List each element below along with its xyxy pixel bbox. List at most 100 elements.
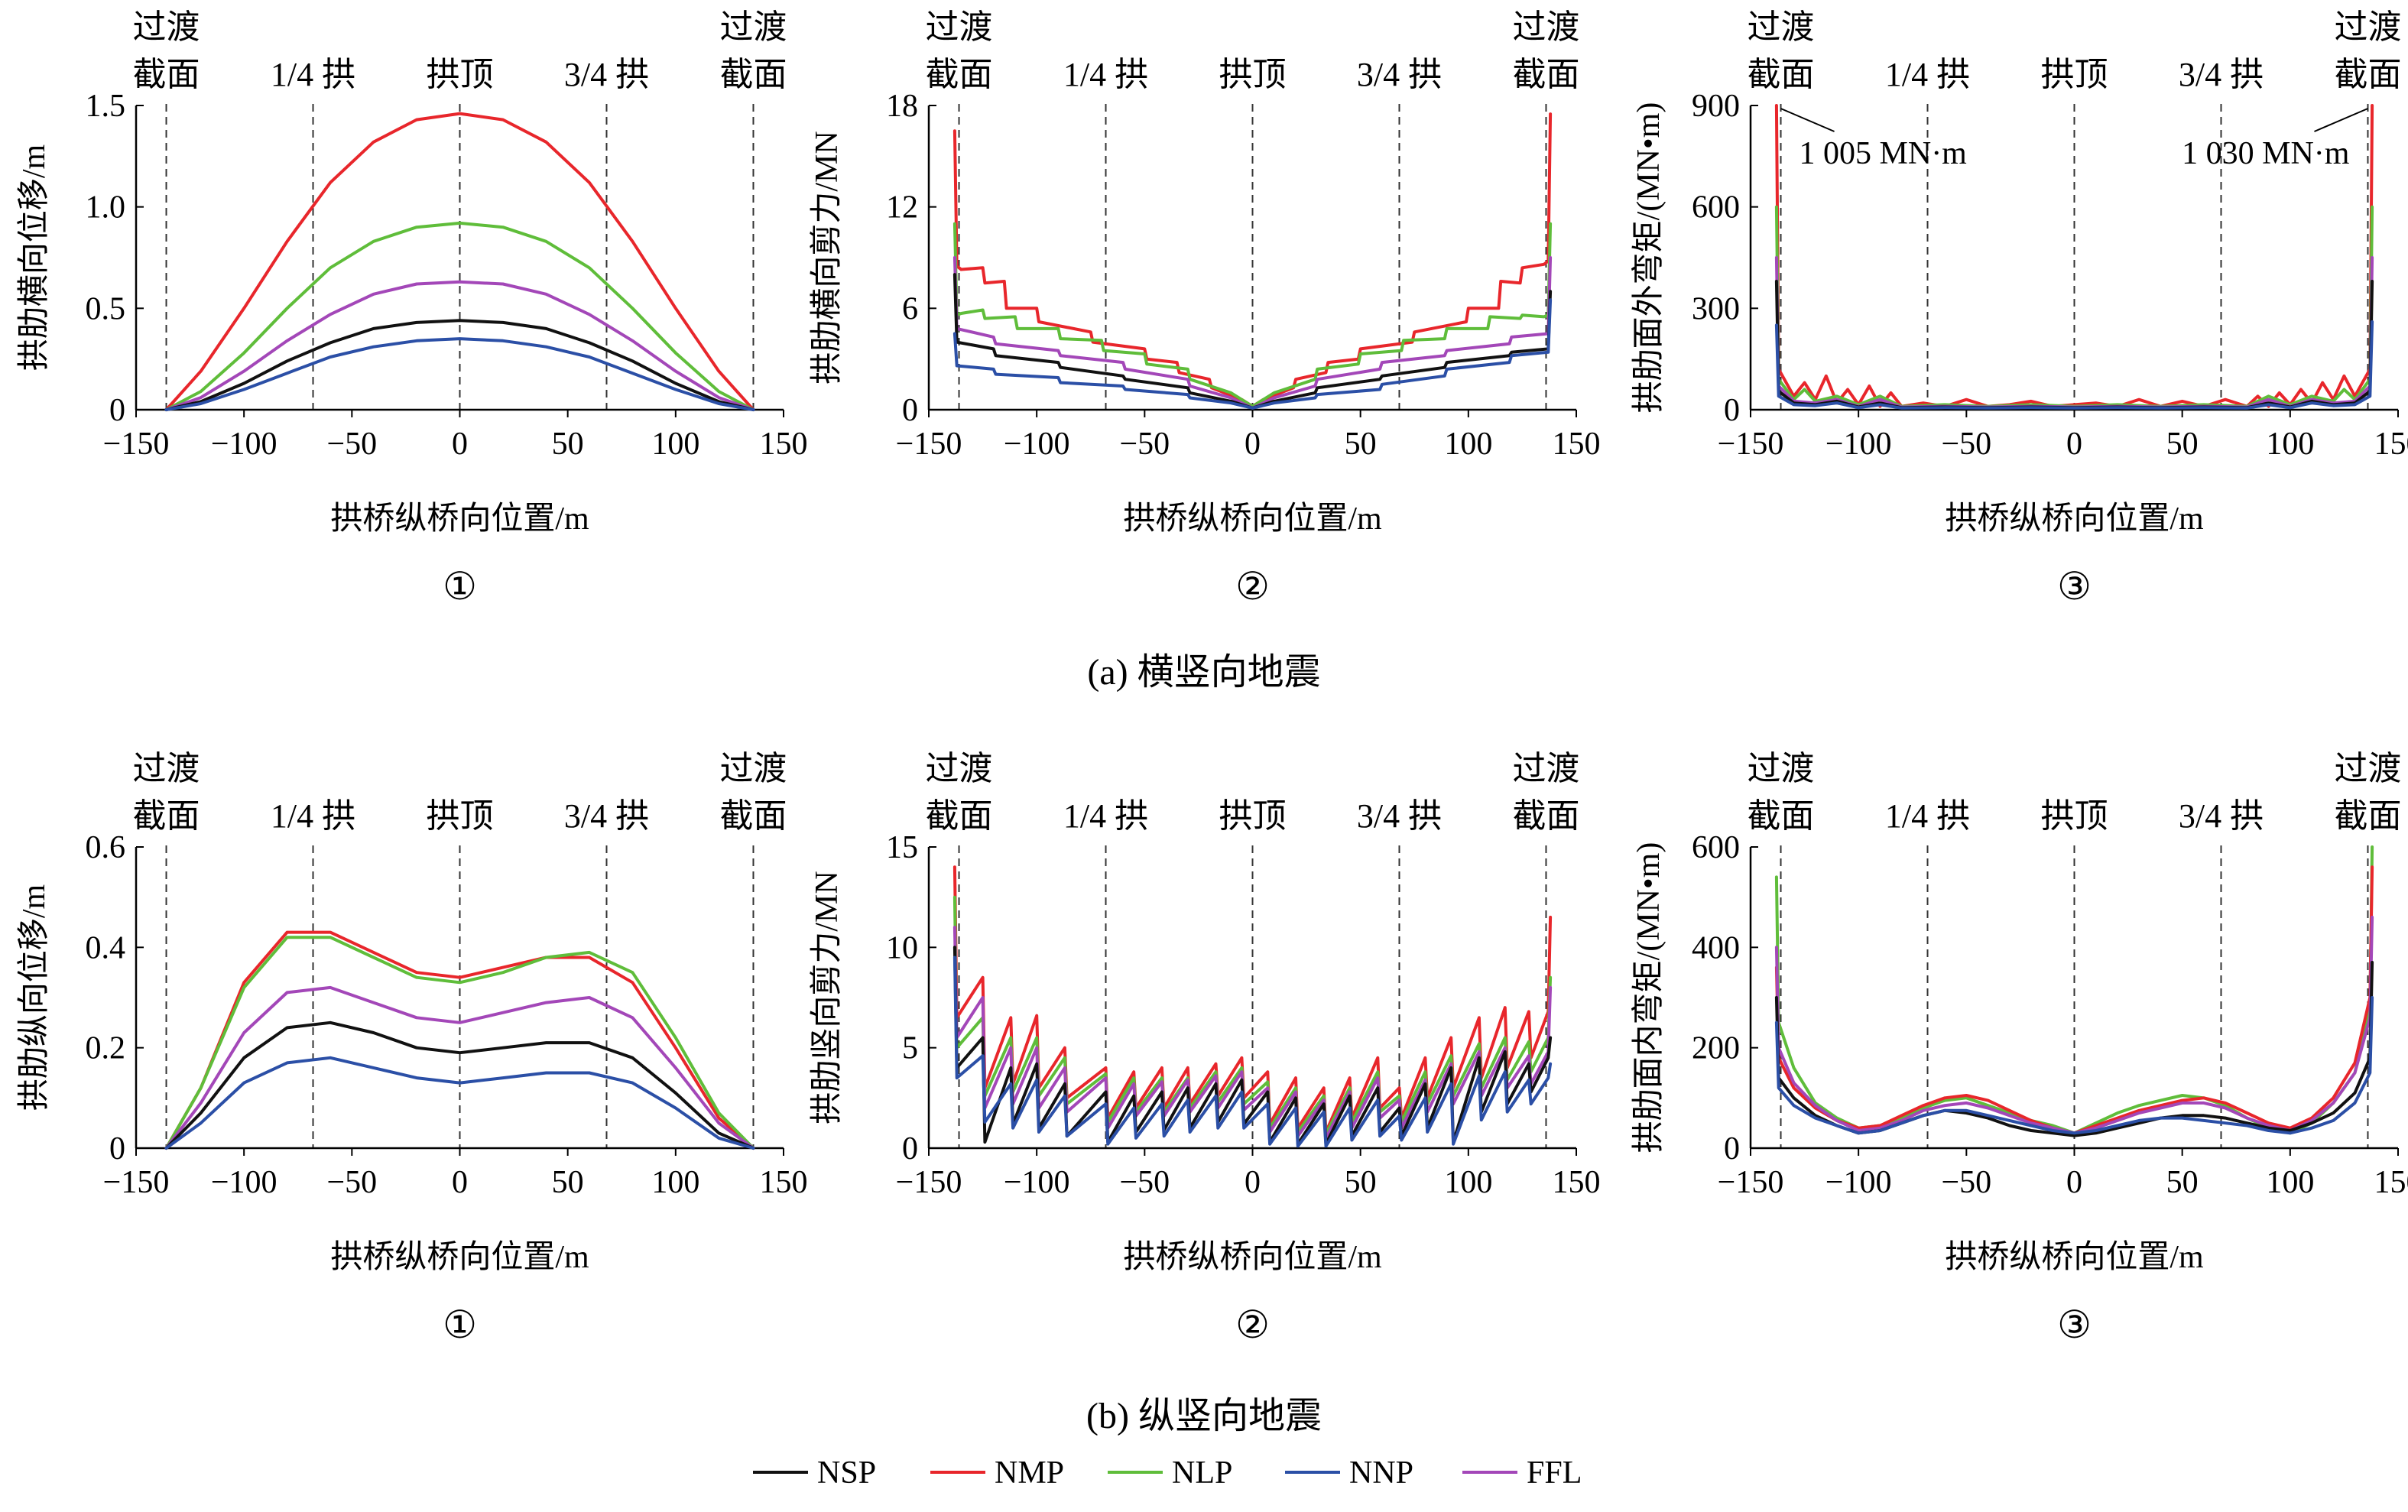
section-label: 拱顶	[1219, 56, 1287, 93]
series-line-nmp	[952, 865, 1553, 1134]
panel-b2: 过渡截面 1/4 拱拱顶 3/4 拱过渡截面−150 −100 −50 0 50 100 150…	[810, 750, 1601, 1346]
section-label: 截面	[1512, 56, 1579, 93]
x-tick-label: 50	[1345, 1165, 1377, 1200]
y-tick-label: 0	[109, 1131, 125, 1166]
series-line-nlp	[164, 221, 755, 411]
section-label: 1/4 拱	[271, 56, 355, 93]
y-tick-label: 600	[1692, 830, 1740, 865]
x-tick-label: −100	[211, 1165, 277, 1200]
section-label: 截面	[1748, 797, 1815, 835]
x-tick-label: −150	[1718, 1165, 1784, 1200]
series-line-nmp	[164, 930, 755, 1150]
section-label: 截面	[133, 797, 200, 835]
y-tick-label: 0	[902, 1131, 918, 1166]
y-axis-label: 拱肋面外弯矩/(MN•m)	[1631, 102, 1666, 414]
section-label: 过渡	[133, 750, 200, 787]
section-label: 3/4 拱	[564, 797, 649, 835]
x-tick-label: 0	[452, 1165, 468, 1200]
series-group	[164, 930, 755, 1150]
section-label: 3/4 拱	[2179, 56, 2264, 93]
x-tick-label: −100	[1825, 427, 1892, 462]
section-label: 截面	[719, 56, 787, 93]
x-tick-label: 50	[2166, 427, 2199, 462]
x-tick-label: −150	[896, 1165, 962, 1200]
series-group	[952, 865, 1553, 1148]
section-label: 拱顶	[2041, 56, 2108, 93]
legend-label-nsp: NSP	[817, 1455, 876, 1491]
section-label: 过渡	[719, 750, 787, 787]
x-tick-label: 100	[651, 1165, 699, 1200]
section-label: 3/4 拱	[2179, 797, 2264, 835]
y-tick-label: 0.2	[86, 1031, 126, 1066]
section-label: 3/4 拱	[1357, 56, 1442, 93]
y-tick-label: 10	[886, 930, 918, 965]
x-axis-label: 拱桥纵桥向位置/m	[1123, 501, 1382, 537]
section-label: 1/4 拱	[1063, 797, 1148, 835]
section-label: 过渡	[133, 8, 200, 46]
section-label: 截面	[719, 797, 787, 835]
series-line-nnp	[952, 298, 1553, 410]
x-tick-label: 50	[1345, 427, 1377, 462]
panel-number: ②	[1235, 565, 1270, 608]
x-tick-label: 50	[552, 427, 584, 462]
y-axis-label: 拱肋纵向位移/m	[16, 884, 52, 1111]
section-label: 截面	[133, 56, 200, 93]
x-tick-label: −50	[1941, 1165, 1991, 1200]
section-label: 截面	[1512, 797, 1579, 835]
legend: NSP NMP NLP NNP FFL	[753, 1455, 1582, 1491]
series-group	[952, 112, 1553, 410]
x-tick-label: −100	[211, 427, 277, 462]
x-tick-label: 0	[2066, 427, 2082, 462]
y-tick-label: 0.6	[86, 830, 126, 865]
section-label: 截面	[1748, 56, 1815, 93]
series-line-nnp	[952, 956, 1553, 1148]
x-tick-label: 50	[552, 1165, 584, 1200]
y-tick-label: 18	[886, 89, 918, 124]
x-tick-label: −150	[1718, 427, 1784, 462]
x-axis-label: 拱桥纵桥向位置/m	[330, 1239, 589, 1275]
section-label: 过渡	[926, 8, 993, 46]
y-tick-label: 0.5	[86, 291, 126, 326]
x-tick-label: 150	[2374, 427, 2408, 462]
section-label: 3/4 拱	[1357, 797, 1442, 835]
series-line-nsp	[164, 1020, 755, 1150]
series-group	[1774, 104, 2374, 410]
panel-number: ①	[443, 1303, 477, 1346]
annotation-leader	[2314, 108, 2368, 132]
x-axis-label: 拱桥纵桥向位置/m	[330, 501, 589, 537]
x-tick-label: 0	[2066, 1165, 2082, 1200]
y-tick-label: 600	[1692, 190, 1740, 226]
panel-number: ①	[443, 565, 477, 608]
series-line-nnp	[164, 337, 755, 411]
x-tick-label: −50	[1119, 1165, 1170, 1200]
section-label: 1/4 拱	[1063, 56, 1148, 93]
x-tick-label: −100	[1004, 427, 1070, 462]
x-tick-label: −100	[1825, 1165, 1892, 1200]
section-label: 1/4 拱	[1885, 797, 1970, 835]
y-tick-label: 6	[902, 291, 918, 326]
y-tick-label: 900	[1692, 89, 1740, 124]
legend-label-nlp: NLP	[1172, 1455, 1232, 1491]
legend-label-nmp: NMP	[995, 1455, 1064, 1491]
x-tick-label: 100	[2266, 427, 2314, 462]
section-label: 过渡	[1512, 8, 1579, 46]
x-tick-label: −100	[1004, 1165, 1070, 1200]
y-tick-label: 0	[1724, 393, 1740, 428]
x-tick-label: 0	[452, 427, 468, 462]
y-tick-label: 1.0	[86, 190, 126, 226]
caption-a: (a) 横竖向地震	[1087, 652, 1320, 693]
y-tick-label: 400	[1692, 930, 1740, 965]
section-label: 3/4 拱	[564, 56, 649, 93]
series-line-nnp	[1774, 320, 2374, 410]
section-label: 过渡	[2334, 750, 2401, 787]
legend-label-nnp: NNP	[1349, 1455, 1413, 1491]
y-tick-label: 0	[902, 393, 918, 428]
x-axis-label: 拱桥纵桥向位置/m	[1945, 1239, 2204, 1275]
series-line-nmp	[1774, 104, 2374, 408]
section-label: 拱顶	[427, 56, 494, 93]
